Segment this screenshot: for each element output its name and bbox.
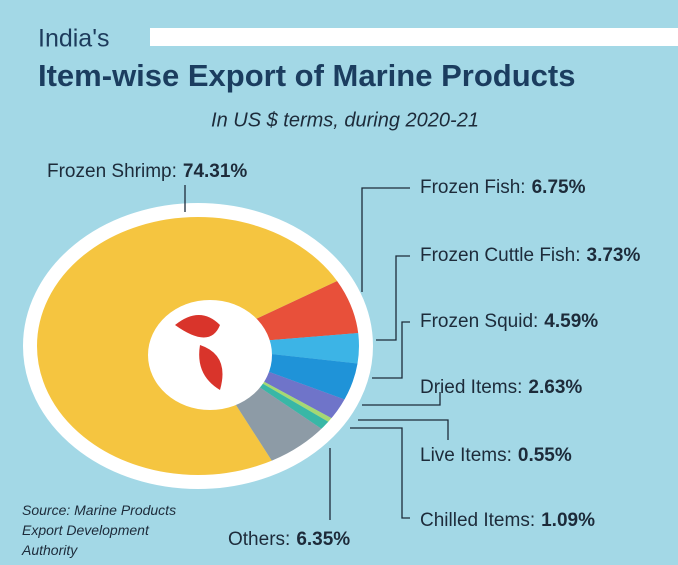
leader-line xyxy=(362,392,441,406)
slice-label: Live Items: 0.55% xyxy=(420,445,572,466)
value-label: 1.09% xyxy=(541,510,595,531)
pretitle: India's xyxy=(38,25,109,53)
category-name: Live Items: xyxy=(420,445,512,466)
pie-slice xyxy=(198,332,367,365)
value-label: 74.31% xyxy=(183,161,248,182)
title-bar xyxy=(150,28,678,46)
value-label: 6.35% xyxy=(296,529,350,550)
pie-rim xyxy=(23,203,373,489)
category-name: Dried Items: xyxy=(420,377,522,398)
source-note: Source: Marine Products Export Developme… xyxy=(22,502,177,558)
slice-label: Frozen Shrimp: 74.31% xyxy=(47,161,247,182)
value-label: 0.55% xyxy=(518,445,572,466)
category-name: Others: xyxy=(228,529,290,550)
slice-label: Frozen Cuttle Fish: 3.73% xyxy=(420,245,640,266)
category-name: Frozen Shrimp: xyxy=(47,161,177,182)
category-name: Frozen Cuttle Fish: xyxy=(420,245,581,266)
slice-label: Frozen Squid: 4.59% xyxy=(420,311,598,332)
slice-label: Others: 6.35% xyxy=(228,529,350,550)
leader-line xyxy=(361,187,410,292)
slice-label: Chilled Items: 1.09% xyxy=(420,510,595,531)
value-label: 2.63% xyxy=(528,377,582,398)
category-name: Frozen Fish: xyxy=(420,177,526,198)
slice-label: Dried Items: 2.63% xyxy=(420,377,582,398)
leader-line xyxy=(372,321,410,379)
category-name: Frozen Squid: xyxy=(420,311,538,332)
value-label: 4.59% xyxy=(544,311,598,332)
seafood-icon xyxy=(175,315,223,390)
value-label: 3.73% xyxy=(587,245,641,266)
leader-line xyxy=(376,255,410,341)
value-label: 6.75% xyxy=(532,177,586,198)
leader-line xyxy=(358,419,449,440)
chart-title: Item-wise Export of Marine Products xyxy=(38,58,575,93)
subtitle: In US $ terms, during 2020-21 xyxy=(211,109,479,131)
leader-line xyxy=(350,427,410,519)
category-name: Chilled Items: xyxy=(420,510,535,531)
slice-label: Frozen Fish: 6.75% xyxy=(420,177,586,198)
